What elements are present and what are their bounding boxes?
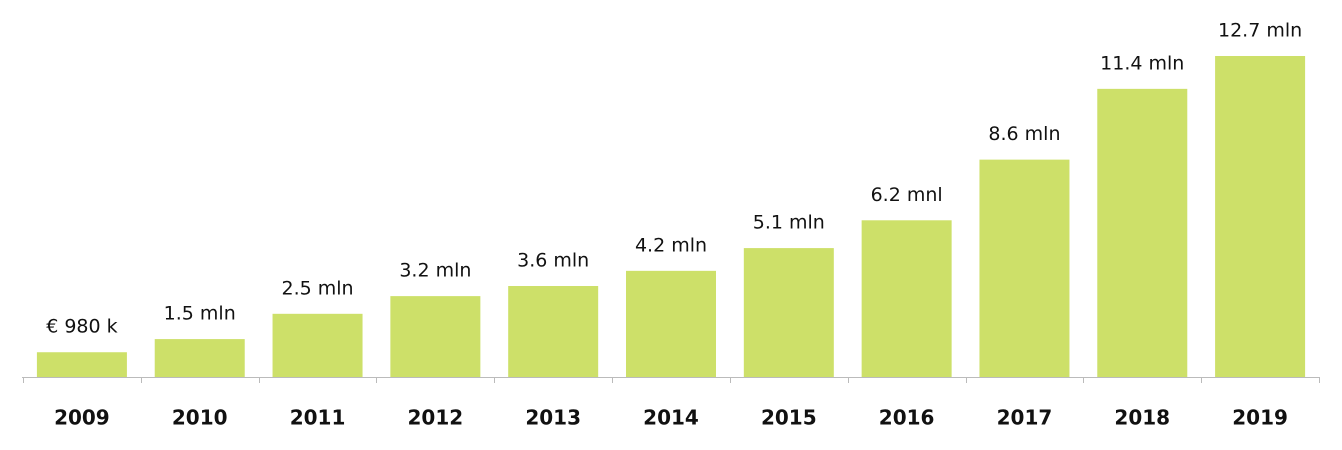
bar bbox=[272, 313, 363, 377]
bar bbox=[36, 352, 127, 377]
bar bbox=[508, 286, 599, 377]
bar bbox=[743, 248, 834, 377]
x-tick-label: 2010 bbox=[172, 406, 228, 430]
value-label: 11.4 mln bbox=[1100, 52, 1184, 74]
x-tick-label: 2019 bbox=[1232, 406, 1288, 430]
bar bbox=[1097, 88, 1188, 377]
x-tick-label: 2009 bbox=[54, 406, 110, 430]
value-label: € 980 k bbox=[46, 316, 117, 338]
x-tick-label: 2015 bbox=[761, 406, 817, 430]
bar bbox=[1215, 56, 1306, 377]
x-tick-label: 2018 bbox=[1114, 406, 1170, 430]
bar bbox=[154, 339, 245, 377]
value-label: 4.2 mln bbox=[635, 234, 707, 256]
x-tick-label: 2013 bbox=[525, 406, 581, 430]
value-label: 2.5 mln bbox=[281, 277, 353, 299]
value-label: 1.5 mln bbox=[164, 303, 236, 325]
value-label: 8.6 mln bbox=[988, 123, 1060, 145]
value-label: 12.7 mln bbox=[1218, 20, 1302, 42]
value-label: 5.1 mln bbox=[753, 212, 825, 234]
value-label: 6.2 mnl bbox=[871, 184, 943, 206]
value-label: 3.6 mln bbox=[517, 250, 589, 272]
x-tick-label: 2011 bbox=[290, 406, 346, 430]
x-tick-label: 2017 bbox=[997, 406, 1053, 430]
x-tick-label: 2012 bbox=[408, 406, 464, 430]
bar bbox=[626, 270, 716, 377]
bar bbox=[861, 220, 952, 377]
x-tick-label: 2014 bbox=[643, 406, 699, 430]
bar bbox=[390, 296, 481, 377]
x-tick-label: 2016 bbox=[879, 406, 935, 430]
bar bbox=[979, 159, 1070, 377]
value-label: 3.2 mln bbox=[399, 260, 471, 282]
